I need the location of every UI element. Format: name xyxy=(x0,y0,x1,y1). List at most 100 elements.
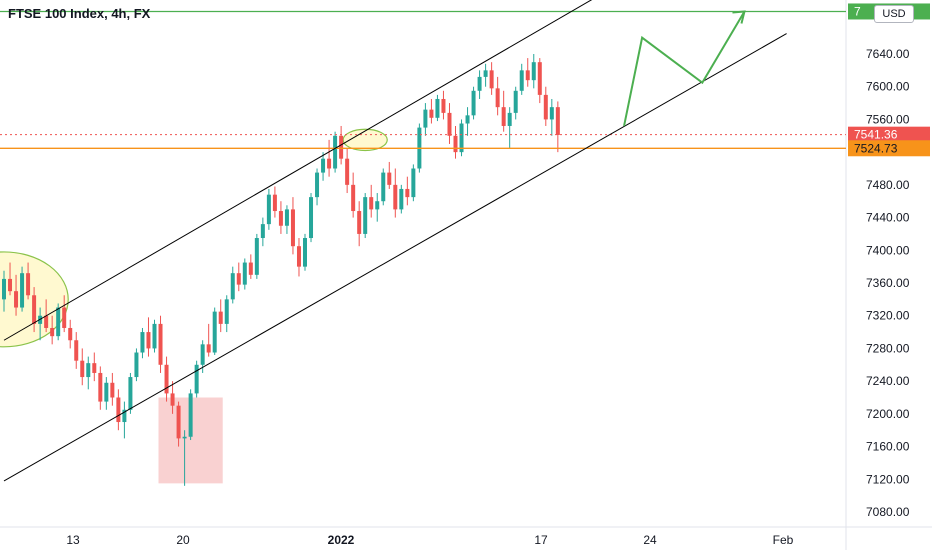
price-axis: 7080.00 7120.00 7160.00 7200.00 7240.00 7280.… xyxy=(866,47,910,519)
drawings-layer xyxy=(0,0,846,482)
candle xyxy=(146,317,151,357)
candle xyxy=(278,201,283,234)
candle-body xyxy=(134,352,139,378)
candle-body xyxy=(2,278,6,300)
candle xyxy=(164,356,169,402)
candle-body xyxy=(86,363,91,378)
candle-body xyxy=(519,70,524,91)
candle xyxy=(74,332,79,369)
candle xyxy=(507,107,512,149)
candle-body xyxy=(501,107,506,126)
candle xyxy=(555,101,560,153)
candle-body xyxy=(459,123,464,153)
candle-body xyxy=(206,344,211,353)
candle xyxy=(230,266,235,304)
candle-body xyxy=(14,291,19,308)
candle-body xyxy=(549,107,554,120)
candle-body xyxy=(146,332,151,349)
candle-body xyxy=(212,311,217,353)
candle-body xyxy=(56,307,61,337)
price-tick-label: 7440.00 xyxy=(866,211,910,225)
candle-body xyxy=(525,70,530,81)
candle-body xyxy=(278,211,283,226)
candle xyxy=(92,352,97,382)
candle xyxy=(110,372,115,406)
candle xyxy=(315,168,320,206)
candle-body xyxy=(158,323,163,365)
candle xyxy=(152,319,157,353)
candle-body xyxy=(429,109,434,118)
candle xyxy=(218,299,223,333)
candle-body xyxy=(50,327,55,337)
price-tag-label: 7524.73 xyxy=(854,141,898,155)
candle-body xyxy=(8,278,13,292)
candle xyxy=(465,107,470,136)
price-tick-label: 7080.00 xyxy=(866,505,910,519)
candle-body xyxy=(513,90,518,113)
candle xyxy=(212,307,217,355)
candle-body xyxy=(327,158,332,169)
candle xyxy=(429,98,434,124)
candle xyxy=(32,287,37,333)
projection-path xyxy=(623,10,746,127)
candle xyxy=(140,327,145,359)
candle xyxy=(284,205,289,234)
candle xyxy=(62,295,67,333)
candle xyxy=(260,217,265,247)
candle xyxy=(116,389,121,431)
time-tick-label: 20 xyxy=(176,533,190,547)
candle-body xyxy=(26,273,31,296)
candle xyxy=(128,372,133,414)
candle xyxy=(519,63,524,95)
candle-body xyxy=(266,194,271,225)
candle xyxy=(363,193,368,239)
candle xyxy=(272,186,277,218)
candles-layer xyxy=(2,54,560,486)
candle xyxy=(423,103,428,136)
candle xyxy=(20,266,25,312)
candle-body xyxy=(284,209,289,226)
candle xyxy=(50,315,55,345)
candle xyxy=(441,90,446,120)
candle-body xyxy=(224,299,229,324)
candle-body xyxy=(44,315,49,328)
candle-body xyxy=(483,70,488,77)
candle-body xyxy=(32,295,37,324)
candle xyxy=(98,366,103,410)
chart-title: FTSE 100 Index, 4h, FX xyxy=(8,6,151,21)
candle-body xyxy=(411,168,416,198)
candle xyxy=(56,303,61,341)
candle xyxy=(477,70,482,99)
time-tick-label: 2022 xyxy=(328,533,355,547)
candle xyxy=(381,168,386,206)
candle xyxy=(122,401,127,439)
candle-body xyxy=(351,184,356,212)
candle xyxy=(14,274,19,316)
candle-body xyxy=(20,273,25,308)
currency-button[interactable]: USD xyxy=(874,5,914,23)
candle xyxy=(549,98,554,136)
candle xyxy=(321,152,326,181)
candle-body xyxy=(333,135,338,169)
candle xyxy=(483,63,488,87)
price-tag-label: 7 xyxy=(854,4,861,18)
candle-body xyxy=(230,273,235,300)
price-tick-label: 7640.00 xyxy=(866,47,910,61)
candle-body xyxy=(254,238,259,275)
candle-body xyxy=(555,107,560,135)
candle-body xyxy=(242,262,247,285)
candle xyxy=(501,90,506,132)
time-axis: 13 20 2022 17 24 Feb xyxy=(66,533,793,547)
candle-body xyxy=(495,88,500,108)
candle xyxy=(357,201,362,247)
candle xyxy=(8,262,13,296)
candle-body xyxy=(303,238,307,267)
candle-body xyxy=(140,332,145,353)
candle-body xyxy=(357,211,362,234)
candle xyxy=(453,125,458,159)
candle xyxy=(182,430,187,486)
candle-body xyxy=(104,382,109,402)
candle-body xyxy=(62,307,67,328)
